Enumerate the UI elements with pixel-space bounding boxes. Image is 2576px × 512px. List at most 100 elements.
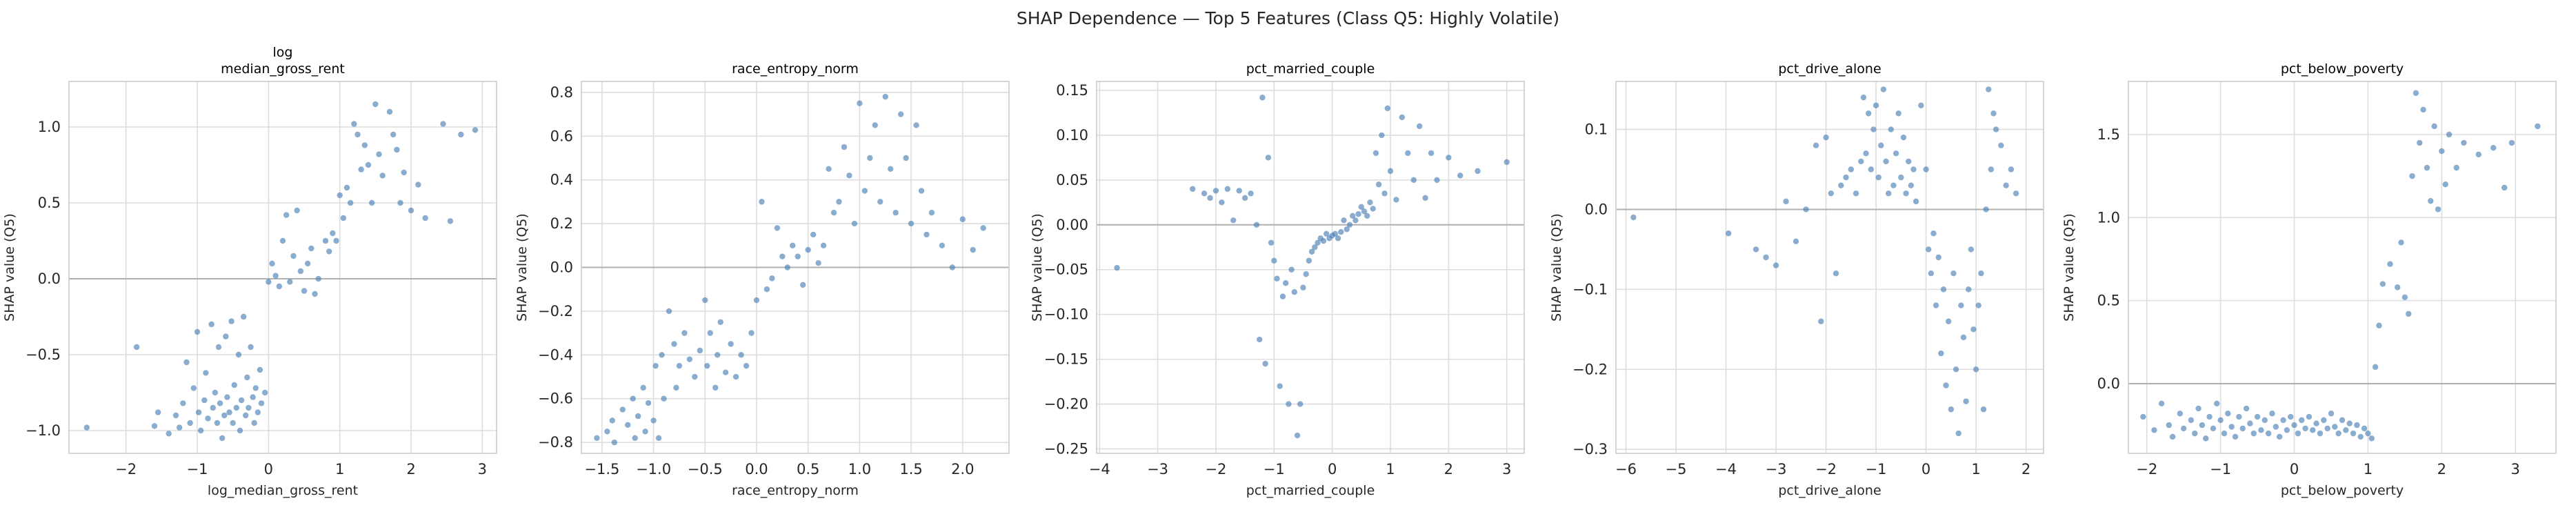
scatter-point bbox=[918, 188, 925, 194]
scatter-point bbox=[625, 422, 631, 428]
chart-title: pct_drive_alone bbox=[1778, 61, 1881, 77]
scatter-point bbox=[692, 373, 698, 380]
x-tick-label: 3 bbox=[478, 461, 487, 477]
scatter-point bbox=[748, 330, 755, 336]
scatter-point bbox=[1262, 360, 1268, 367]
y-axis-label: SHAP value (Q5) bbox=[515, 213, 530, 322]
scatter-point bbox=[2335, 430, 2342, 437]
x-tick-label: −3 bbox=[1147, 461, 1168, 477]
scatter-point bbox=[2428, 198, 2434, 204]
scatter-point bbox=[333, 237, 339, 244]
scatter-point bbox=[2361, 425, 2368, 432]
x-axis-label: pct_below_poverty bbox=[2281, 483, 2404, 498]
chart-title: pct_married_couple bbox=[1246, 61, 1375, 77]
scatter-point bbox=[1988, 166, 1995, 173]
scatter-point bbox=[795, 253, 801, 259]
scatter-point bbox=[1865, 110, 1872, 117]
y-tick-label: −0.25 bbox=[1044, 441, 1088, 457]
scatter-point bbox=[176, 424, 183, 431]
scatter-point bbox=[1906, 158, 1912, 165]
scatter-point bbox=[133, 344, 140, 351]
y-tick-label: 0.0 bbox=[1585, 201, 1608, 217]
scatter-point bbox=[257, 366, 263, 373]
scatter-point bbox=[1379, 132, 1385, 139]
scatter-point bbox=[1370, 206, 1376, 212]
scatter-point bbox=[2313, 420, 2319, 426]
scatter-point bbox=[2431, 123, 2437, 130]
axes-frame bbox=[581, 81, 1010, 454]
scatter-point bbox=[1274, 275, 1280, 282]
scatter-point bbox=[1265, 155, 1272, 161]
scatter-point bbox=[645, 400, 652, 406]
scatter-point bbox=[272, 273, 279, 279]
scatter-point bbox=[1963, 398, 1969, 404]
scatter-point bbox=[1282, 280, 1289, 286]
scatter-point bbox=[753, 297, 760, 304]
scatter-point bbox=[1259, 95, 1266, 101]
scatter-point bbox=[1838, 182, 1844, 188]
scatter-point bbox=[1993, 126, 1999, 132]
scatter-point bbox=[2328, 411, 2335, 417]
y-tick-label: 0.2 bbox=[550, 215, 573, 232]
scatter-point bbox=[650, 417, 657, 424]
scatter-point bbox=[707, 330, 713, 336]
x-tick-label: 0 bbox=[1921, 461, 1930, 477]
scatter-point bbox=[1813, 142, 1819, 148]
scatter-point bbox=[1381, 190, 1388, 197]
x-tick-label: 1.0 bbox=[848, 461, 871, 477]
scatter-point bbox=[1870, 126, 1877, 132]
scatter-point bbox=[2262, 417, 2268, 424]
scatter-point bbox=[702, 297, 708, 304]
scatter-point bbox=[1422, 195, 1428, 201]
y-tick-label: 0.15 bbox=[1056, 82, 1088, 99]
scatter-point bbox=[326, 248, 332, 255]
scatter-point bbox=[2295, 430, 2302, 437]
chart-title: median_gross_rent bbox=[221, 61, 345, 77]
scatter-point bbox=[1928, 270, 1935, 277]
scatter-point bbox=[1960, 334, 1967, 341]
scatter-point bbox=[2324, 425, 2330, 432]
scatter-point bbox=[1332, 230, 1339, 237]
scatter-point bbox=[2280, 417, 2286, 424]
scatter-point bbox=[659, 352, 665, 358]
scatter-point bbox=[892, 210, 899, 216]
scatter-point bbox=[201, 397, 208, 404]
chart-title: log bbox=[273, 45, 293, 60]
scatter-point bbox=[2339, 417, 2346, 424]
scatter-point bbox=[194, 328, 201, 335]
scatter-point bbox=[203, 370, 209, 376]
scatter-point bbox=[231, 382, 237, 388]
scatter-point bbox=[1241, 195, 1248, 201]
scatter-point bbox=[810, 231, 817, 238]
scatter-point bbox=[1253, 221, 1260, 228]
scatter-point bbox=[1903, 190, 1909, 197]
scatter-point bbox=[2402, 294, 2408, 301]
y-tick-label: 1.0 bbox=[2097, 209, 2120, 226]
x-tick-label: 2 bbox=[1444, 461, 1453, 477]
scatter-point bbox=[1323, 230, 1330, 237]
scatter-point bbox=[1883, 158, 1889, 165]
scatter-point bbox=[276, 283, 283, 290]
scatter-point bbox=[238, 397, 245, 404]
scatter-point bbox=[2439, 148, 2445, 155]
figure-suptitle: SHAP Dependence — Top 5 Features (Class … bbox=[1016, 8, 1560, 28]
y-tick-label: 0.0 bbox=[550, 259, 573, 276]
scatter-point bbox=[1858, 158, 1864, 165]
scatter-point bbox=[315, 275, 321, 282]
scatter-point bbox=[1983, 206, 1989, 213]
scatter-point bbox=[322, 237, 329, 244]
scatter-point bbox=[640, 384, 646, 391]
scatter-point bbox=[2387, 261, 2393, 267]
scatter-point bbox=[458, 131, 464, 138]
scatter-point bbox=[415, 181, 421, 188]
scatter-point bbox=[1372, 150, 1379, 157]
scatter-point bbox=[2180, 425, 2187, 432]
scatter-point bbox=[908, 220, 915, 227]
scatter-point bbox=[1387, 168, 1394, 175]
scatter-point bbox=[248, 344, 254, 351]
scatter-point bbox=[2225, 411, 2231, 417]
scatter-point bbox=[1823, 134, 1829, 141]
x-tick-label: 0.0 bbox=[745, 461, 768, 477]
scatter-point bbox=[210, 404, 216, 411]
